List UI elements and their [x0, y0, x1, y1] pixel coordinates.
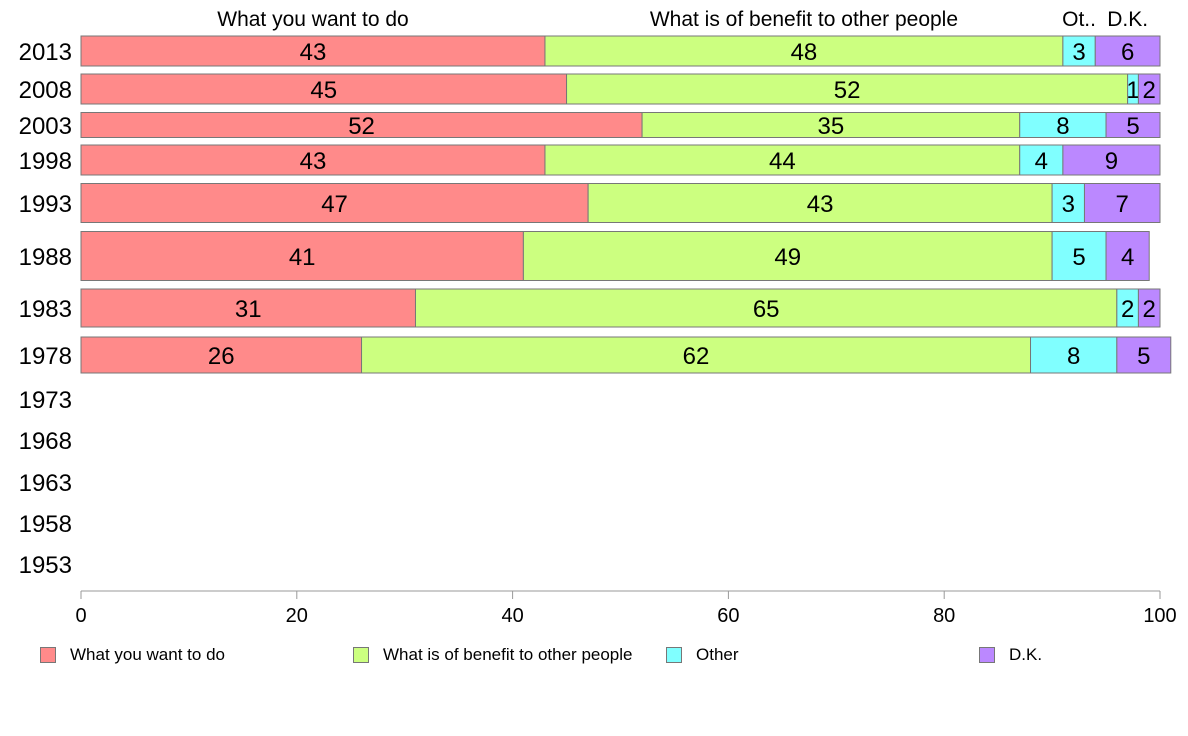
category-label-1983: 1983 [19, 296, 72, 323]
bar-value-label-1983-series-1: 65 [753, 296, 780, 323]
category-label-1988: 1988 [19, 244, 72, 271]
bar-1983-series-0 [80, 288, 416, 328]
bar-value-label-1993-series-1: 43 [807, 191, 834, 218]
bar-1993-series-2 [1051, 183, 1085, 223]
bar-value-label-1998-series-2: 4 [1035, 148, 1048, 175]
bar-1998-series-0 [80, 144, 546, 176]
bar-1993-series-3 [1083, 183, 1161, 223]
x-tick-label-80: 80 [933, 605, 955, 627]
bar-2013-series-1 [544, 35, 1064, 67]
bar-2008-series-1 [566, 73, 1129, 105]
bar-value-label-2003-series-0: 52 [348, 113, 375, 140]
legend-label-benefit: What is of benefit to other people [383, 645, 633, 664]
bar-1978-series-0 [80, 336, 363, 374]
bar-1988-series-0 [80, 231, 524, 281]
bar-value-label-1988-series-0: 41 [289, 244, 316, 271]
bar-value-label-1998-series-3: 9 [1105, 148, 1118, 175]
bar-2008-series-0 [80, 73, 568, 105]
bar-value-label-1983-series-0: 31 [235, 296, 262, 323]
legend-label-dk: D.K. [1009, 645, 1043, 664]
category-label-1963: 1963 [19, 470, 72, 497]
legend-label-want: What you want to do [70, 645, 225, 664]
bar-value-label-2003-series-3: 5 [1126, 113, 1139, 140]
bar-value-label-1978-series-1: 62 [683, 343, 710, 370]
bar-value-label-1983-series-2: 2 [1121, 296, 1134, 323]
bar-value-label-2008-series-1: 52 [834, 77, 861, 104]
bar-1998-series-3 [1062, 144, 1161, 176]
bar-1998-series-1 [544, 144, 1021, 176]
category-label-1958: 1958 [19, 511, 72, 538]
bar-value-label-2013-series-0: 43 [300, 39, 327, 66]
legend-item-want: What you want to do [40, 645, 225, 665]
bar-value-label-1988-series-3: 4 [1121, 244, 1134, 271]
legend: What you want to do What is of benefit t… [0, 645, 1188, 667]
bar-1983-series-1 [414, 288, 1118, 328]
bar-value-label-1978-series-3: 5 [1137, 343, 1150, 370]
bar-value-label-1998-series-0: 43 [300, 148, 327, 175]
legend-swatch-want [40, 647, 56, 663]
category-label-1993: 1993 [19, 191, 72, 218]
bar-1993-series-1 [587, 183, 1053, 223]
bar-value-label-2008-series-0: 45 [310, 77, 337, 104]
legend-item-dk: D.K. [979, 645, 1042, 665]
bar-value-label-2013-series-3: 6 [1121, 39, 1134, 66]
category-label-2003: 2003 [19, 113, 72, 140]
bar-value-label-2008-series-2: 1 [1126, 77, 1139, 104]
bar-value-label-1978-series-2: 8 [1067, 343, 1080, 370]
bar-value-label-1988-series-2: 5 [1072, 244, 1085, 271]
legend-swatch-dk [979, 647, 995, 663]
category-label-1953: 1953 [19, 552, 72, 579]
bar-2003-series-1 [641, 112, 1021, 138]
bar-value-label-1988-series-1: 49 [774, 244, 801, 271]
bar-1988-series-3 [1105, 231, 1150, 281]
category-label-1968: 1968 [19, 428, 72, 455]
legend-label-other: Other [696, 645, 739, 664]
bar-value-label-1983-series-3: 2 [1143, 296, 1156, 323]
x-tick-label-100: 100 [1143, 605, 1176, 627]
bar-value-label-2003-series-1: 35 [818, 113, 845, 140]
bar-2003-series-3 [1105, 112, 1161, 138]
legend-swatch-benefit [353, 647, 369, 663]
bar-value-label-2008-series-3: 2 [1143, 77, 1156, 104]
bar-value-label-1993-series-2: 3 [1062, 191, 1075, 218]
bar-value-label-1978-series-0: 26 [208, 343, 235, 370]
category-label-2008: 2008 [19, 77, 72, 104]
bar-2008-series-3 [1137, 73, 1161, 105]
bar-value-label-1998-series-1: 44 [769, 148, 796, 175]
bar-value-label-1993-series-0: 47 [321, 191, 348, 218]
legend-item-benefit: What is of benefit to other people [353, 645, 633, 665]
bar-1978-series-3 [1116, 336, 1172, 374]
bar-value-label-1993-series-3: 7 [1116, 191, 1129, 218]
category-label-1978: 1978 [19, 343, 72, 370]
x-tick-label-20: 20 [286, 605, 308, 627]
bar-1993-series-0 [80, 183, 589, 223]
bar-value-label-2003-series-2: 8 [1056, 113, 1069, 140]
bar-1988-series-1 [522, 231, 1053, 281]
bar-2003-series-2 [1019, 112, 1107, 138]
bar-2013-series-2 [1062, 35, 1096, 67]
bar-2013-series-3 [1094, 35, 1161, 67]
series-header-3: D.K. [1107, 8, 1148, 31]
legend-item-other: Other [666, 645, 739, 665]
bar-2003-series-0 [80, 112, 643, 138]
category-label-1998: 1998 [19, 148, 72, 175]
category-label-1973: 1973 [19, 387, 72, 414]
category-label-2013: 2013 [19, 39, 72, 66]
bar-value-label-2013-series-2: 3 [1072, 39, 1085, 66]
series-header-1: What is of benefit to other people [650, 8, 958, 31]
bar-1983-series-3 [1137, 288, 1161, 328]
x-tick-label-60: 60 [717, 605, 739, 627]
x-tick-label-40: 40 [501, 605, 523, 627]
x-tick-label-0: 0 [75, 605, 86, 627]
series-header-0: What you want to do [217, 8, 408, 31]
legend-swatch-other [666, 647, 682, 663]
series-header-2: Ot.. [1062, 8, 1096, 31]
bar-2013-series-0 [80, 35, 546, 67]
bar-value-label-2013-series-1: 48 [791, 39, 818, 66]
